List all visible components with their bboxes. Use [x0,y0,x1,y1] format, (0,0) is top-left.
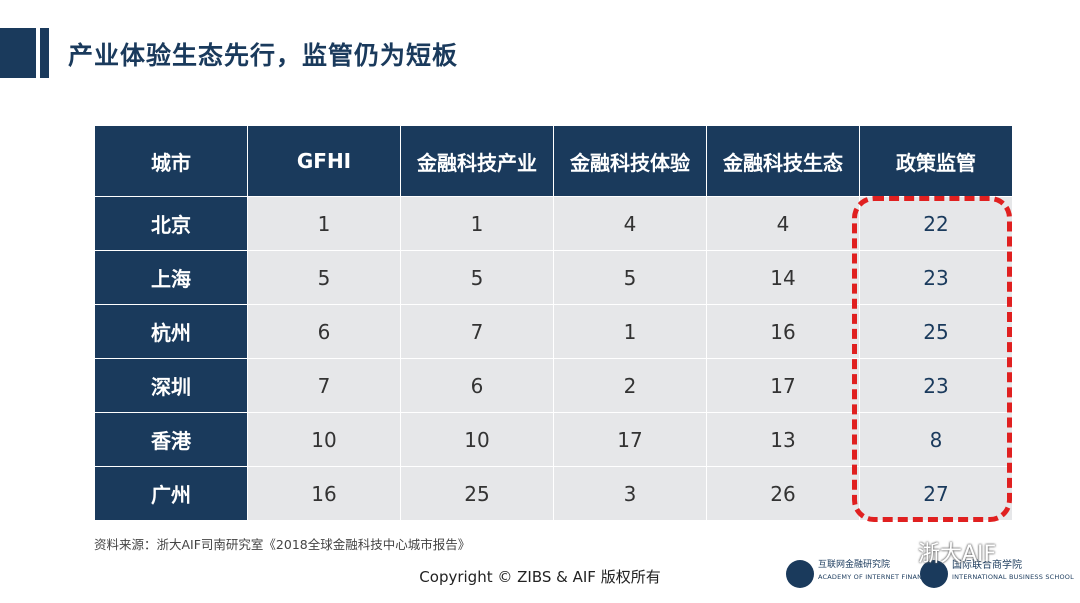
header-experience: 金融科技体验 [553,125,707,197]
industry-cell: 6 [400,358,554,413]
title-accent-bar-thin [40,28,49,78]
industry-cell: 1 [400,196,554,251]
ecosystem-cell: 16 [706,304,860,359]
copyright-text: Copyright © ZIBS & AIF 版权所有 [419,568,661,586]
city-cell: 杭州 [94,304,248,359]
wechat-watermark: 浙大AIF [918,542,997,567]
header-ecosystem: 金融科技生态 [706,125,860,197]
experience-cell: 5 [553,250,707,305]
aif-logo-en: ACADEMY OF INTERNET FINANCE [818,573,932,581]
header-policy: 政策监管 [859,125,1013,197]
policy-cell: 23 [859,358,1013,413]
ranking-table: 城市 GFHI 金融科技产业 金融科技体验 金融科技生态 政策监管 北京 1 1… [94,125,1013,521]
table-row: 深圳 7 6 2 17 23 [94,358,1013,413]
header-gfhi: GFHI [247,125,401,197]
table-row: 广州 16 25 3 26 27 [94,466,1013,521]
source-note: 资料来源：浙大AIF司南研究室《2018全球金融科技中心城市报告》 [94,537,471,552]
policy-cell: 22 [859,196,1013,251]
gfhi-cell: 5 [247,250,401,305]
city-cell: 北京 [94,196,248,251]
gfhi-cell: 16 [247,466,401,521]
experience-cell: 3 [553,466,707,521]
ecosystem-cell: 13 [706,412,860,467]
gfhi-cell: 7 [247,358,401,413]
ecosystem-cell: 4 [706,196,860,251]
policy-cell: 8 [859,412,1013,467]
industry-cell: 5 [400,250,554,305]
policy-cell: 25 [859,304,1013,359]
gfhi-cell: 1 [247,196,401,251]
table-row: 香港 10 10 17 13 8 [94,412,1013,467]
industry-cell: 25 [400,466,554,521]
table-row: 北京 1 1 4 4 22 [94,196,1013,251]
gfhi-cell: 6 [247,304,401,359]
footer-logos: 互联网金融研究院 ACADEMY OF INTERNET FINANCE 国际联… [786,558,1076,598]
policy-cell: 23 [859,250,1013,305]
header-industry: 金融科技产业 [400,125,554,197]
gfhi-cell: 10 [247,412,401,467]
ecosystem-cell: 17 [706,358,860,413]
city-cell: 广州 [94,466,248,521]
experience-cell: 4 [553,196,707,251]
table-header-row: 城市 GFHI 金融科技产业 金融科技体验 金融科技生态 政策监管 [94,125,1013,197]
zju-seal-icon-2 [920,560,948,588]
experience-cell: 2 [553,358,707,413]
title-accent-bar [0,28,36,78]
experience-cell: 17 [553,412,707,467]
table-row: 杭州 6 7 1 16 25 [94,304,1013,359]
policy-cell: 27 [859,466,1013,521]
header-city: 城市 [94,125,248,197]
city-cell: 上海 [94,250,248,305]
page-title: 产业体验生态先行，监管仍为短板 [68,41,459,70]
city-cell: 香港 [94,412,248,467]
zibs-logo-name: 国际联合商学院 [952,560,1022,571]
zibs-logo-en: INTERNATIONAL BUSINESS SCHOOL [952,573,1074,581]
city-cell: 深圳 [94,358,248,413]
aif-logo-name: 互联网金融研究院 [818,560,891,570]
ecosystem-cell: 14 [706,250,860,305]
table-row: 上海 5 5 5 14 23 [94,250,1013,305]
zju-seal-icon [786,560,814,588]
experience-cell: 1 [553,304,707,359]
industry-cell: 7 [400,304,554,359]
industry-cell: 10 [400,412,554,467]
ecosystem-cell: 26 [706,466,860,521]
